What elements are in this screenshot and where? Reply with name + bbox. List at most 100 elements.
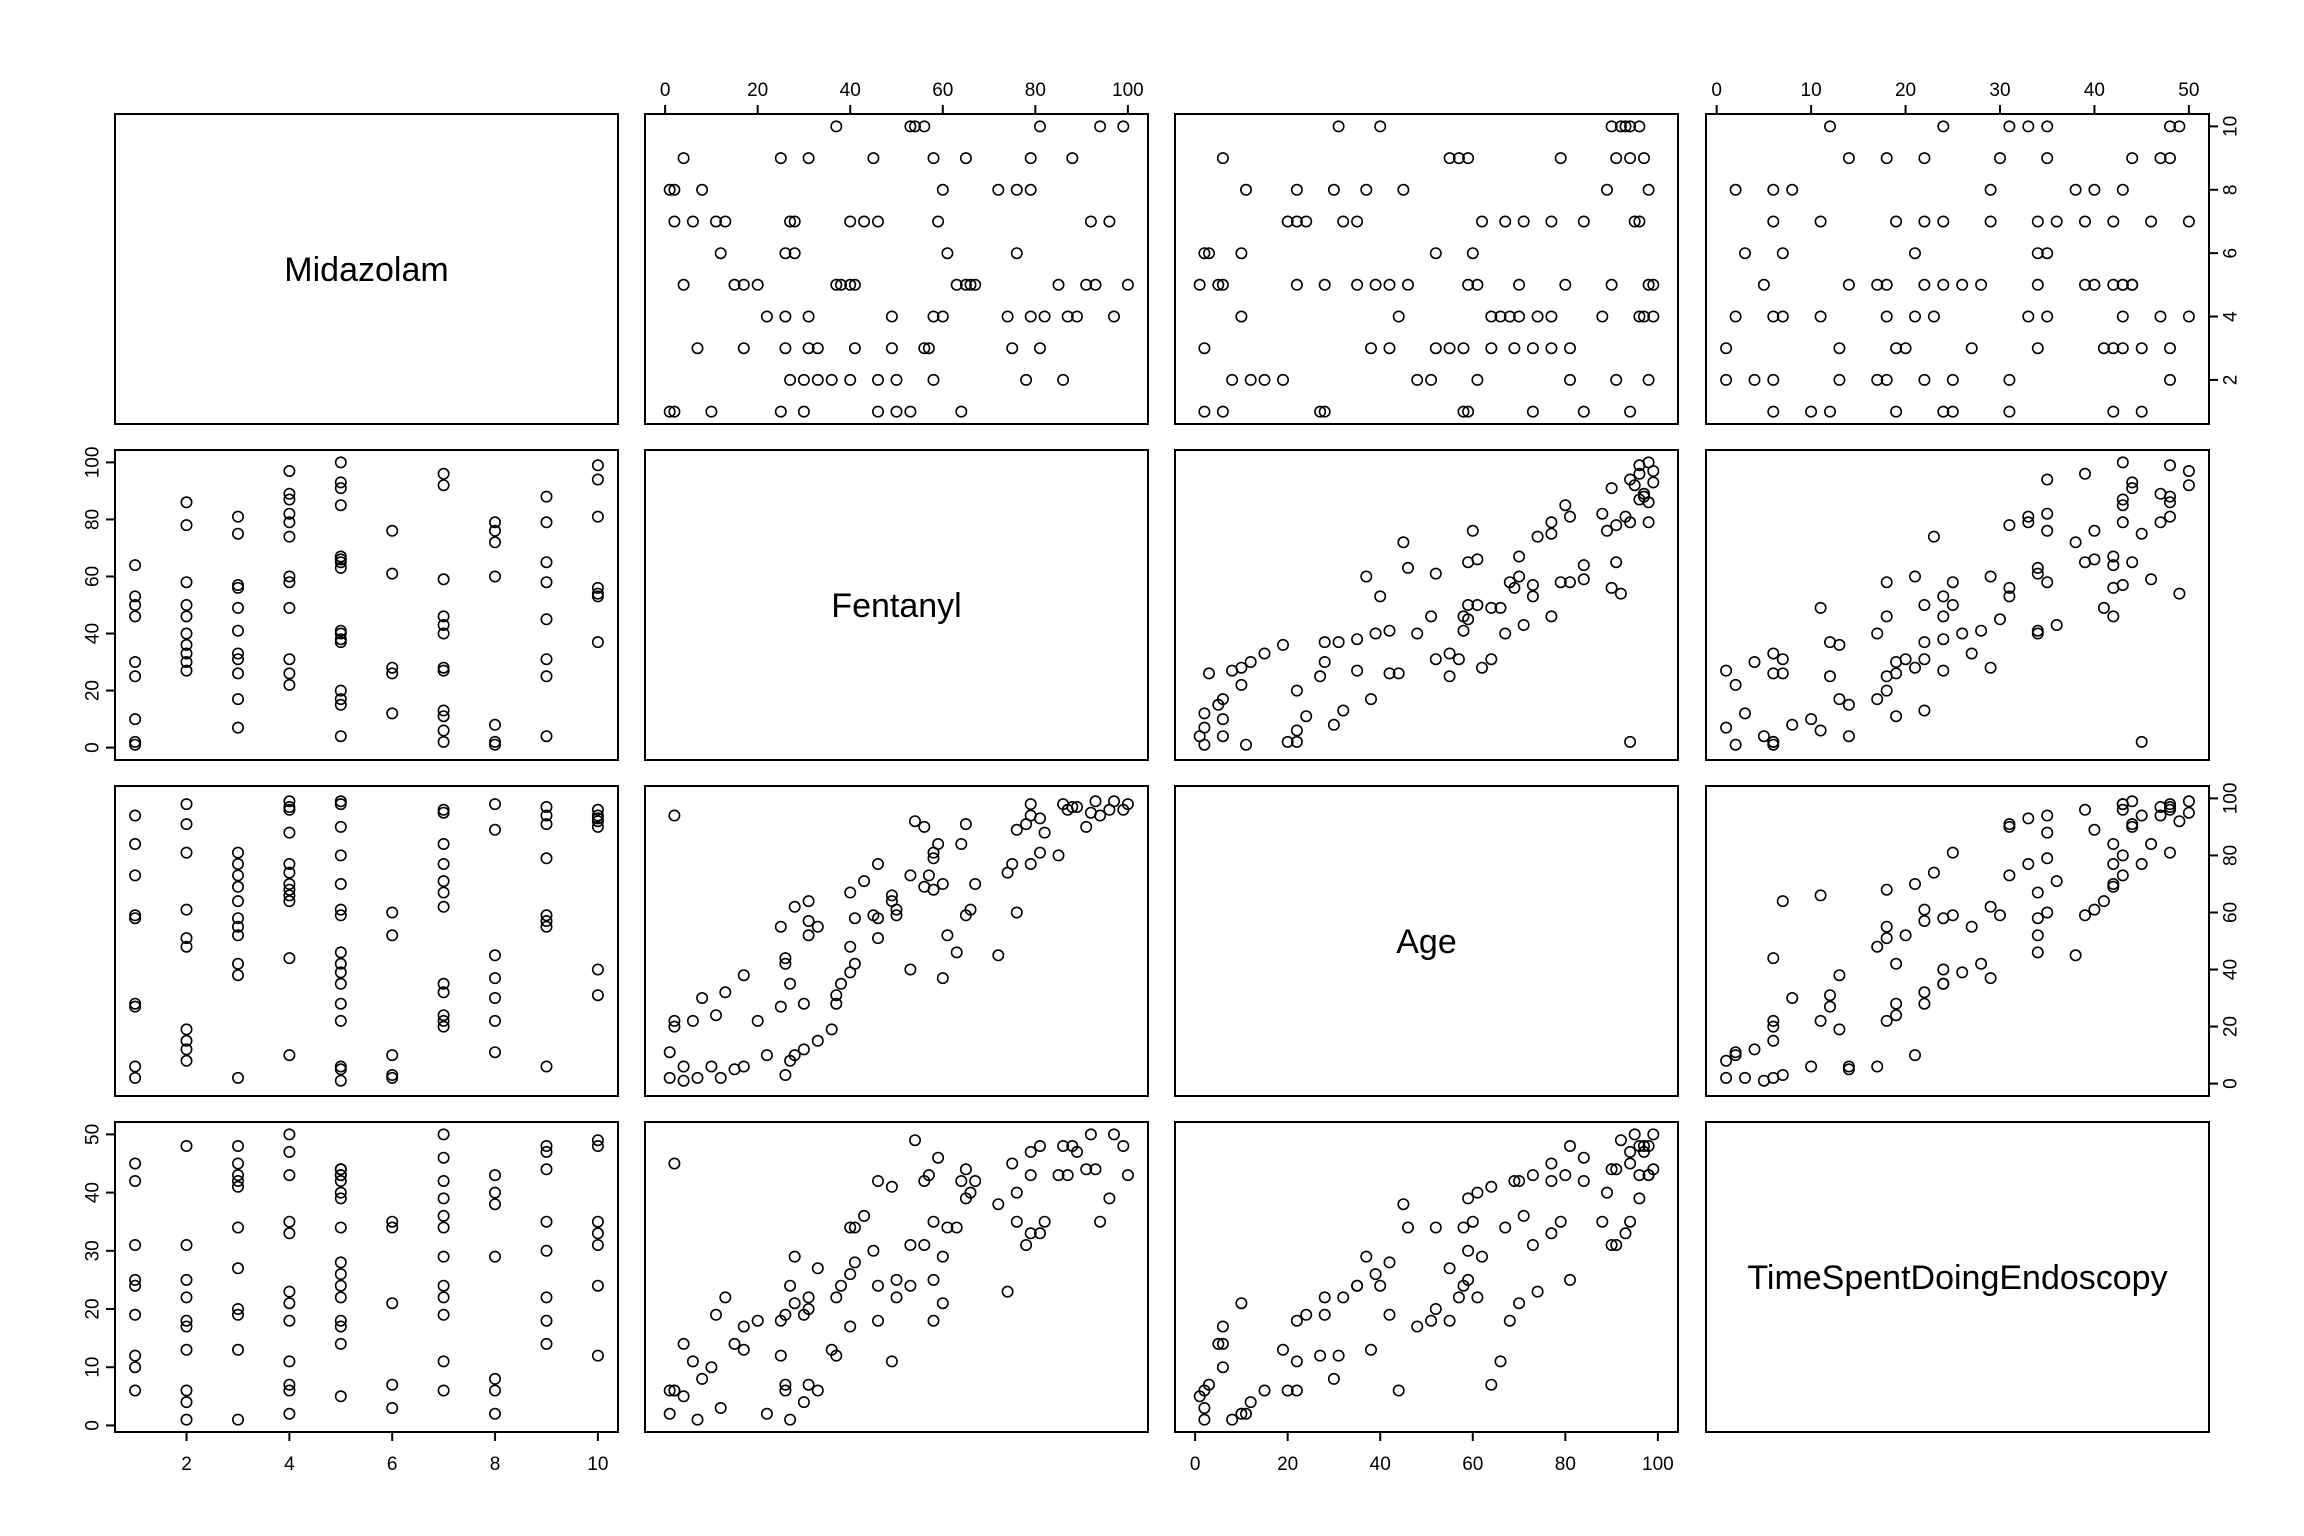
data-point bbox=[1526, 578, 1539, 591]
data-point bbox=[2003, 120, 2016, 133]
panel-r4-c3 bbox=[1174, 1121, 1679, 1433]
data-point bbox=[802, 1303, 815, 1316]
data-point bbox=[283, 1215, 296, 1228]
data-point bbox=[334, 909, 347, 922]
data-point bbox=[2116, 278, 2129, 291]
data-point bbox=[848, 912, 861, 925]
data-point bbox=[232, 1303, 245, 1316]
data-point bbox=[1351, 278, 1364, 291]
data-point bbox=[1824, 636, 1837, 649]
data-point bbox=[1457, 1221, 1470, 1234]
data-point bbox=[437, 1020, 450, 1033]
data-point bbox=[334, 730, 347, 743]
data-point bbox=[779, 1384, 792, 1397]
data-point bbox=[437, 1128, 450, 1141]
data-point bbox=[2031, 215, 2044, 228]
data-point bbox=[334, 1014, 347, 1027]
data-point bbox=[1290, 183, 1303, 196]
tick-label: 10 bbox=[587, 1454, 608, 1475]
data-point bbox=[1638, 152, 1651, 165]
panel-frame bbox=[1174, 1121, 1679, 1433]
tick-label: 20 bbox=[83, 680, 104, 701]
data-point bbox=[437, 724, 450, 737]
data-point bbox=[969, 1175, 982, 1188]
data-point bbox=[1720, 1071, 1733, 1084]
data-point bbox=[1052, 278, 1065, 291]
data-point bbox=[283, 866, 296, 879]
data-point bbox=[1094, 809, 1107, 822]
data-point bbox=[1198, 1413, 1211, 1426]
data-point bbox=[1842, 1060, 1855, 1073]
data-point bbox=[1080, 820, 1093, 833]
data-point bbox=[488, 972, 501, 985]
data-point bbox=[941, 1221, 954, 1234]
data-point bbox=[788, 215, 801, 228]
data-point bbox=[1965, 647, 1978, 660]
data-point bbox=[1057, 373, 1070, 386]
data-point bbox=[1318, 1308, 1331, 1321]
data-point bbox=[959, 278, 972, 291]
data-point bbox=[1610, 1239, 1623, 1252]
tick-label: 0 bbox=[2221, 1078, 2242, 1089]
data-point bbox=[1526, 1239, 1539, 1252]
data-point bbox=[1117, 1140, 1130, 1153]
data-point bbox=[1748, 655, 1761, 668]
data-point bbox=[386, 1069, 399, 1082]
tick-label: 20 bbox=[1895, 80, 1916, 101]
data-point bbox=[1429, 1303, 1442, 1316]
data-point bbox=[1776, 653, 1789, 666]
data-point bbox=[2116, 310, 2129, 323]
data-point bbox=[1624, 473, 1637, 486]
data-point bbox=[1281, 735, 1294, 748]
data-point bbox=[2135, 405, 2148, 418]
data-point bbox=[1776, 310, 1789, 323]
data-point bbox=[1411, 627, 1424, 640]
data-point bbox=[232, 920, 245, 933]
data-point bbox=[1937, 633, 1950, 646]
data-point bbox=[232, 721, 245, 734]
data-point bbox=[334, 698, 347, 711]
data-point bbox=[1034, 1227, 1047, 1240]
data-point bbox=[283, 601, 296, 614]
data-point bbox=[1720, 664, 1733, 677]
data-point bbox=[1327, 1372, 1340, 1385]
data-point bbox=[1240, 738, 1253, 751]
data-point bbox=[1235, 247, 1248, 260]
data-point bbox=[1642, 278, 1655, 291]
data-point bbox=[1411, 373, 1424, 386]
data-point bbox=[1767, 1020, 1780, 1033]
data-point bbox=[180, 1034, 193, 1047]
tick-label: 50 bbox=[83, 1124, 104, 1145]
data-point bbox=[334, 946, 347, 959]
data-point bbox=[1767, 310, 1780, 323]
data-point bbox=[1545, 527, 1558, 540]
data-point bbox=[1842, 698, 1855, 711]
data-point bbox=[1024, 152, 1037, 165]
data-point bbox=[1776, 1069, 1789, 1082]
data-point bbox=[1890, 215, 1903, 228]
data-point bbox=[2003, 869, 2016, 882]
data-point bbox=[1258, 1384, 1271, 1397]
data-point bbox=[1235, 678, 1248, 691]
data-point bbox=[955, 405, 968, 418]
data-point bbox=[936, 183, 949, 196]
data-point bbox=[1880, 684, 1893, 697]
data-point bbox=[591, 1349, 604, 1362]
data-point bbox=[1466, 247, 1479, 260]
data-point bbox=[334, 1320, 347, 1333]
data-point bbox=[1994, 152, 2007, 165]
data-point bbox=[232, 912, 245, 925]
data-point bbox=[811, 1262, 824, 1275]
data-point bbox=[2097, 342, 2110, 355]
data-point bbox=[334, 476, 347, 489]
data-point bbox=[1010, 906, 1023, 919]
data-point bbox=[1020, 373, 1033, 386]
data-point bbox=[969, 877, 982, 890]
data-point bbox=[784, 1413, 797, 1426]
data-point bbox=[1494, 601, 1507, 614]
data-point bbox=[719, 215, 732, 228]
data-point bbox=[437, 479, 450, 492]
data-point bbox=[1332, 636, 1345, 649]
data-point bbox=[1890, 997, 1903, 1010]
data-point bbox=[1034, 120, 1047, 133]
